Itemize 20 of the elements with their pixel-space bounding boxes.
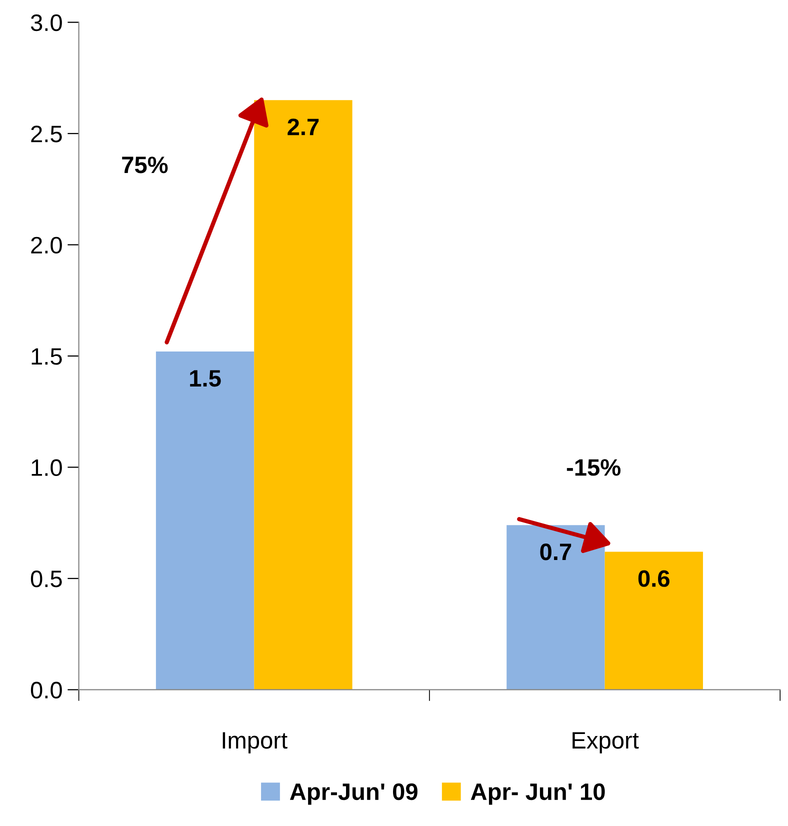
legend-label: Apr- Jun' 10 (470, 783, 605, 805)
data-label: 1.5 (190, 370, 221, 387)
x-tick-label: Import (222, 732, 288, 754)
y-tick-label: 3.0 (30, 14, 62, 32)
y-tick-label: 0.5 (30, 570, 62, 588)
y-tick-label: 0.0 (30, 682, 62, 698)
data-label: 0.7 (540, 544, 572, 560)
bar (604, 552, 703, 690)
annotation: 75% (122, 156, 168, 174)
annotation: -15% (566, 459, 621, 476)
bar (156, 352, 254, 690)
y-tick-label: 1.0 (32, 459, 62, 476)
legend-label: Apr-Jun' 09 (290, 783, 418, 805)
bar (254, 100, 352, 690)
data-label: 0.6 (638, 570, 670, 587)
x-tick-label: Export (572, 732, 639, 754)
data-label: 2.7 (288, 118, 319, 136)
y-tick-label: 2.5 (31, 126, 62, 142)
y-tick-label: 2.0 (31, 236, 62, 254)
y-tick-label: 1.5 (32, 348, 62, 365)
